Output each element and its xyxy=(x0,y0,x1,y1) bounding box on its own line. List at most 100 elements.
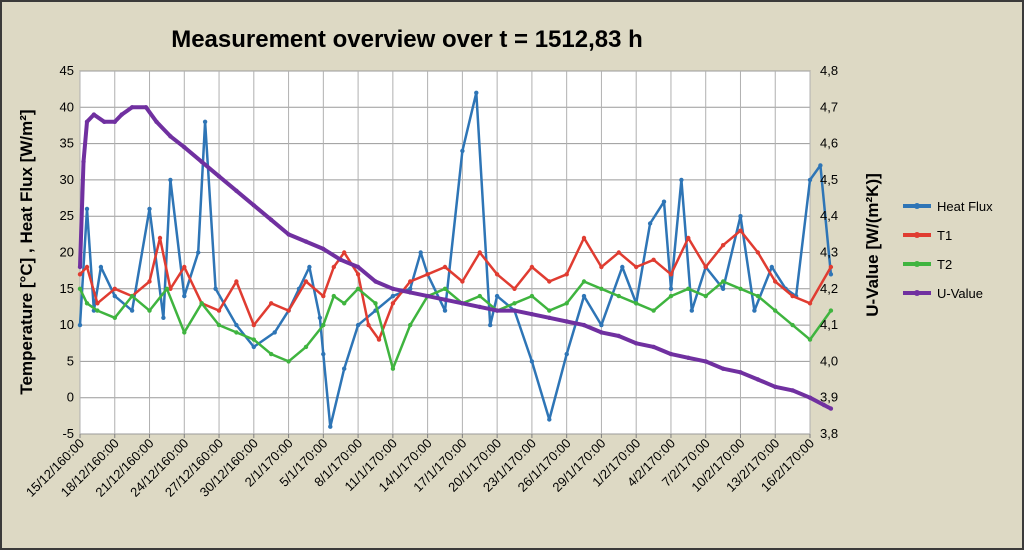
data-point-u-value xyxy=(442,297,448,302)
data-point-u-value xyxy=(828,406,834,411)
data-point-t2 xyxy=(651,308,656,313)
data-point-t1 xyxy=(755,250,761,255)
data-point-t1 xyxy=(599,264,604,270)
data-point-u-value xyxy=(119,112,124,117)
y2-tick-label: 4,5 xyxy=(820,172,838,187)
legend-label-t1: T1 xyxy=(937,228,952,243)
data-point-heat-flux xyxy=(689,308,694,313)
data-point-t1 xyxy=(581,235,587,241)
data-point-t2 xyxy=(112,315,118,320)
data-point-heat-flux xyxy=(213,286,218,291)
series-line-t1 xyxy=(79,229,832,341)
data-point-heat-flux xyxy=(129,308,135,313)
y2-axis-label: U-Value [W/(m²K)] xyxy=(863,173,882,317)
y-tick-label: 15 xyxy=(60,281,74,296)
data-point-u-value xyxy=(269,217,274,222)
data-point-heat-flux xyxy=(581,293,587,299)
data-point-u-value xyxy=(154,119,159,125)
data-point-t2 xyxy=(408,322,413,328)
data-point-t1 xyxy=(84,264,90,270)
data-point-t2 xyxy=(686,286,691,291)
data-point-heat-flux xyxy=(679,177,684,183)
data-point-heat-flux xyxy=(390,293,396,299)
data-point-t1 xyxy=(634,264,639,270)
y-tick-label: 30 xyxy=(60,172,74,187)
data-point-u-value xyxy=(477,304,482,310)
data-point-u-value xyxy=(303,239,309,244)
data-point-t1 xyxy=(790,293,795,299)
y2-tick-label: 4,0 xyxy=(820,353,838,368)
chart-title: Measurement overview over t = 1512,83 h xyxy=(171,26,643,53)
data-point-t1 xyxy=(390,301,396,306)
data-point-u-value xyxy=(668,351,674,357)
data-point-t1 xyxy=(442,264,448,270)
data-point-t1 xyxy=(182,264,187,270)
y2-tick-label: 4,8 xyxy=(820,63,838,78)
y2-tick-label: 3,9 xyxy=(820,390,838,405)
data-point-u-value xyxy=(460,301,465,306)
data-point-heat-flux xyxy=(202,119,208,125)
data-point-t1 xyxy=(321,293,326,299)
data-point-u-value xyxy=(182,145,187,150)
data-point-t2 xyxy=(164,286,170,291)
data-point-t2 xyxy=(342,301,347,306)
data-point-u-value xyxy=(234,188,239,193)
data-point-u-value xyxy=(77,264,83,270)
data-point-u-value xyxy=(773,384,778,389)
data-point-heat-flux xyxy=(112,293,118,299)
data-point-t1 xyxy=(376,337,382,342)
data-point-heat-flux xyxy=(828,272,834,277)
data-point-u-value xyxy=(168,134,173,139)
data-point-u-value xyxy=(390,286,396,291)
data-point-u-value xyxy=(338,257,343,262)
data-point-t1 xyxy=(251,322,256,328)
data-point-t1 xyxy=(216,308,222,313)
data-point-u-value xyxy=(216,174,222,179)
legend-marker-t1 xyxy=(914,232,920,238)
data-point-u-value xyxy=(321,246,326,252)
data-point-u-value xyxy=(581,322,587,328)
data-point-t1 xyxy=(168,286,173,291)
data-point-t1 xyxy=(157,235,163,241)
data-point-t2 xyxy=(442,286,448,291)
data-point-t1 xyxy=(529,264,535,270)
data-point-heat-flux xyxy=(738,214,743,219)
legend-marker-heat-flux xyxy=(914,203,920,209)
data-point-t1 xyxy=(494,272,500,277)
data-point-t1 xyxy=(547,279,552,284)
y-tick-label: 0 xyxy=(67,390,74,405)
data-point-t2 xyxy=(547,308,552,313)
y2-tick-label: 4,2 xyxy=(820,281,838,296)
x-axis: 15/12/160:0018/12/160:0021/12/160:0024/1… xyxy=(23,434,817,500)
data-point-heat-flux xyxy=(474,90,479,96)
data-point-heat-flux xyxy=(460,148,465,154)
data-point-u-value xyxy=(355,264,361,270)
data-point-t2 xyxy=(321,322,326,328)
y2-tick-label: 4,7 xyxy=(820,99,838,114)
data-point-t2 xyxy=(182,330,187,335)
data-point-t1 xyxy=(112,286,118,291)
y-tick-label: 45 xyxy=(60,63,74,78)
legend: Heat Flux T1 T2 U-Value xyxy=(903,199,993,301)
data-point-t1 xyxy=(77,272,83,277)
data-point-u-value xyxy=(807,395,813,400)
data-point-t1 xyxy=(331,264,336,270)
data-point-heat-flux xyxy=(84,206,90,212)
data-point-u-value xyxy=(129,105,135,110)
data-point-heat-flux xyxy=(408,286,413,291)
data-point-heat-flux xyxy=(529,359,535,364)
data-point-t2 xyxy=(755,293,761,299)
data-point-t2 xyxy=(390,366,396,371)
y2-tick-label: 4,4 xyxy=(820,208,838,223)
data-point-t2 xyxy=(529,293,535,299)
data-point-t1 xyxy=(686,235,691,241)
data-point-t1 xyxy=(564,272,569,277)
data-point-heat-flux xyxy=(752,308,757,313)
data-point-u-value xyxy=(738,370,743,375)
data-point-heat-flux xyxy=(807,177,813,183)
data-point-u-value xyxy=(720,366,726,371)
data-point-t2 xyxy=(828,308,834,313)
data-point-heat-flux xyxy=(251,344,256,350)
data-point-t1 xyxy=(616,250,621,255)
series-line-t2 xyxy=(78,280,832,370)
